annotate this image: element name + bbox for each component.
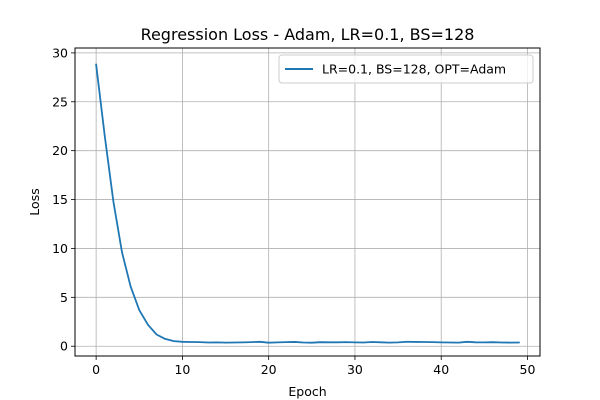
x-tick-label: 20	[261, 362, 277, 377]
plot-frame	[74, 47, 541, 357]
x-tick-label: 50	[520, 362, 536, 377]
x-axis-label: Epoch	[288, 384, 326, 399]
chart-title: Regression Loss - Adam, LR=0.1, BS=128	[141, 25, 475, 44]
y-tick-label: 30	[52, 45, 68, 60]
x-tick-label: 30	[347, 362, 363, 377]
y-axis: 0 5 10 15 20 25 30	[52, 45, 75, 354]
y-tick-label: 5	[60, 290, 68, 305]
series-line	[95, 63, 520, 344]
series-layer	[95, 63, 520, 344]
y-tick-label: 25	[52, 94, 68, 109]
grid	[75, 48, 540, 356]
x-tick-label: 10	[174, 362, 190, 377]
y-tick-label: 0	[60, 339, 68, 354]
legend-label: LR=0.1, BS=128, OPT=Adam	[322, 62, 506, 77]
x-axis: 0 10 20 30 40 50	[92, 356, 535, 377]
x-tick-label: 40	[433, 362, 449, 377]
y-axis-label: Loss	[27, 188, 42, 215]
y-tick-label: 10	[52, 241, 68, 256]
legend: LR=0.1, BS=128, OPT=Adam	[278, 54, 534, 84]
x-tick-label: 0	[92, 362, 100, 377]
y-tick-label: 15	[52, 192, 68, 207]
y-tick-label: 20	[52, 143, 68, 158]
legend-box	[278, 54, 534, 84]
